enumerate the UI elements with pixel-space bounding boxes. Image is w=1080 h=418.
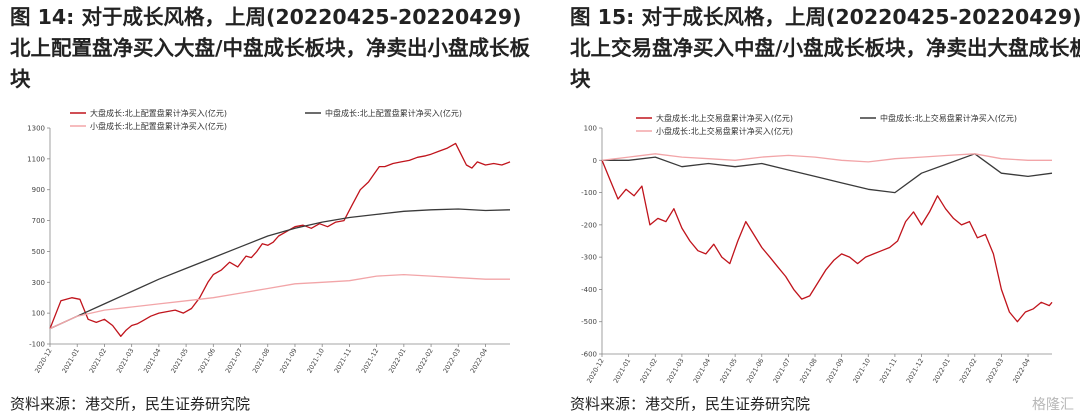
x-tick-label: 2021-01 (60, 347, 81, 375)
y-tick-label: -600 (581, 351, 597, 359)
series-line-0 (49, 142, 511, 337)
y-tick-label: 500 (32, 248, 45, 256)
x-tick-label: 2021-02 (88, 347, 109, 375)
x-tick-label: 2021-08 (251, 347, 272, 375)
legend-label-2: 小盘成长:北上配置盘累计净买入(亿元) (90, 121, 227, 131)
y-tick-label: 100 (584, 125, 597, 133)
x-tick-label: 2021-12 (360, 347, 381, 375)
x-tick-label: 2021-07 (224, 347, 245, 375)
y-tick-label: -500 (581, 318, 597, 326)
source-note: 资料来源：港交所，民生证券研究院 (570, 395, 811, 413)
legend-label-0: 大盘成长:北上交易盘累计净买入(亿元) (656, 113, 793, 123)
watermark-logo: 格隆汇 (1032, 397, 1074, 413)
legend-label-2: 小盘成长:北上交易盘累计净买入(亿元) (656, 126, 793, 136)
x-tick-label: 2021-09 (278, 347, 299, 375)
x-tick-label: 2021-06 (197, 347, 218, 375)
series-line-0 (601, 160, 1053, 323)
x-tick-label: 2021-03 (115, 347, 136, 375)
x-tick-label: 2021-01 (612, 357, 633, 385)
y-tick-label: 900 (32, 186, 45, 194)
x-tick-label: 2021-07 (772, 357, 793, 385)
x-tick-label: 2021-10 (851, 357, 872, 385)
x-tick-label: 2021-11 (333, 347, 354, 375)
x-tick-label: 2021-12 (905, 357, 926, 385)
y-tick-label: -300 (581, 254, 597, 262)
figure-15-chart: -600 -500 -400 -300 -200 -100 0 100 2020-12 2021-… (581, 113, 1053, 385)
x-tick-label: 2021-06 (745, 357, 766, 385)
series-line-2 (601, 153, 1052, 163)
figure-title: 图 15: 对于成长风格，上周(20220425-20220429)北上交易盘净… (570, 5, 1080, 91)
y-tick-label: -400 (581, 286, 597, 294)
figure-14-panel: 图 14: 对于成长风格，上周(20220425-20220429)北上配置盘净… (10, 5, 530, 413)
y-tick-label: -100 (581, 189, 597, 197)
y-tick-label: 1100 (27, 155, 45, 163)
y-tick-label: -200 (581, 221, 597, 229)
x-tick-label: 2021-05 (169, 347, 190, 375)
legend-label-0: 大盘成长:北上配置盘累计净买入(亿元) (90, 108, 227, 118)
x-tick-label: 2021-05 (718, 357, 739, 385)
legend-label-1: 中盘成长:北上配置盘累计净买入(亿元) (325, 108, 462, 118)
x-tick-label: 2020-12 (585, 357, 606, 385)
figure-15-panel: 图 15: 对于成长风格，上周(20220425-20220429)北上交易盘净… (560, 0, 1080, 418)
x-tick-label: 2021-10 (305, 347, 326, 375)
x-tick-label: 2022-04 (1011, 357, 1032, 385)
x-tick-label: 2022-04 (469, 347, 490, 375)
x-tick-label: 2022-01 (931, 357, 952, 385)
x-tick-label: 2021-11 (878, 357, 899, 385)
figure-14-chart: -100 100 300 500 700 900 1100 1300 2020-12 2021-0… (27, 108, 511, 375)
series-line-2 (49, 273, 510, 330)
legend-label-1: 中盘成长:北上交易盘累计净买入(亿元) (880, 113, 1017, 123)
figure-title: 图 14: 对于成长风格，上周(20220425-20220429)北上配置盘净… (10, 5, 530, 91)
x-tick-label: 2022-01 (387, 347, 408, 375)
y-tick-label: 1300 (27, 125, 45, 133)
x-tick-label: 2021-03 (665, 357, 686, 385)
y-tick-label: -100 (29, 341, 45, 349)
x-tick-label: 2022-02 (958, 357, 979, 385)
x-tick-label: 2021-04 (142, 347, 163, 375)
series-line-1 (602, 153, 1053, 194)
x-tick-label: 2021-02 (638, 357, 659, 385)
series-line-1 (49, 208, 511, 330)
y-tick-label: 300 (32, 279, 45, 287)
x-tick-label: 2022-03 (985, 357, 1006, 385)
x-tick-label: 2020-12 (33, 347, 54, 375)
x-tick-label: 2021-09 (825, 357, 846, 385)
y-tick-label: 0 (593, 157, 597, 165)
source-note: 资料来源：港交所，民生证券研究院 (10, 395, 251, 413)
y-tick-label: 100 (32, 310, 45, 318)
x-tick-label: 2021-04 (692, 357, 713, 385)
x-tick-label: 2022-02 (414, 347, 435, 375)
x-tick-label: 2022-03 (442, 347, 463, 375)
x-tick-label: 2021-08 (798, 357, 819, 385)
y-tick-label: 700 (32, 217, 45, 225)
